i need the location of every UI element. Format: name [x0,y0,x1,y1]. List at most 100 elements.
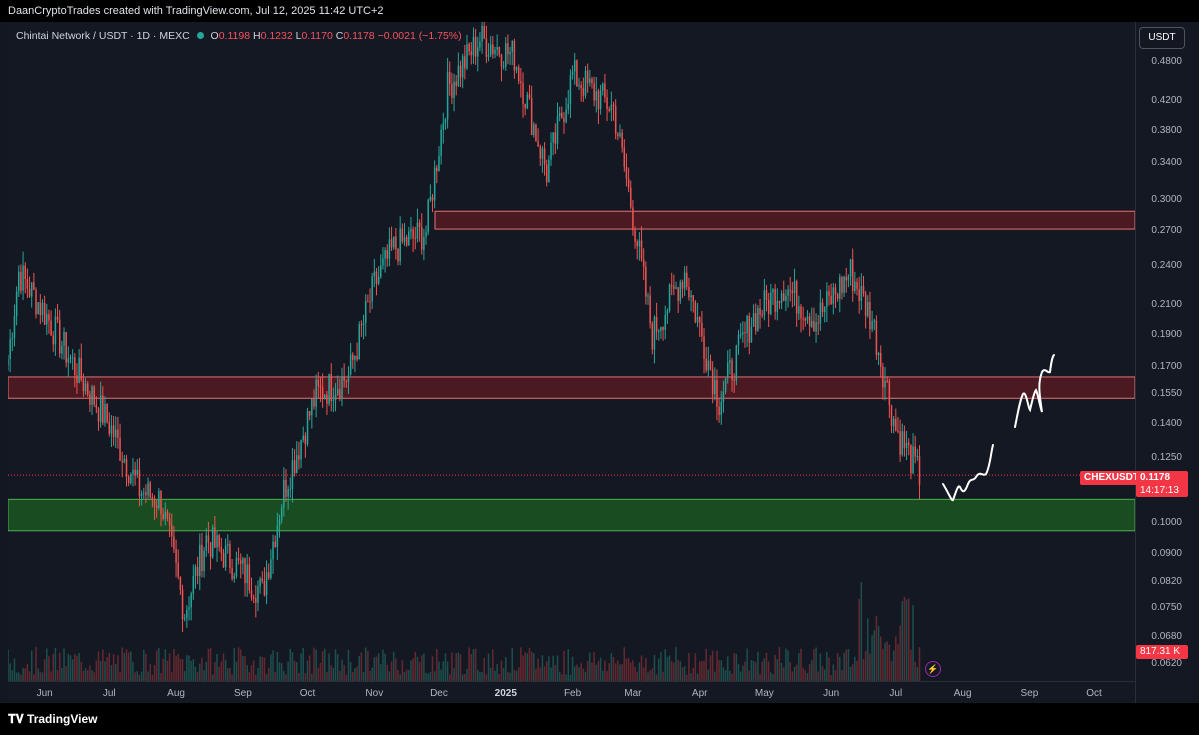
volume-bar [26,663,29,681]
candle-body [459,65,462,78]
volume-bar [373,657,376,681]
volume-bar [714,671,716,681]
price-axis[interactable]: 0.4800 0.4200 0.3800 0.3400 0.3000 0.2700 0.24… [1135,22,1192,703]
volume-bar [530,651,533,681]
candle-body [291,460,294,490]
candle-body [311,398,313,416]
volume-bar [190,660,192,681]
volume-bar [515,670,518,681]
volume-bar [289,648,292,681]
candle-body [173,536,175,549]
candle-body [897,430,899,432]
volume-bar [332,667,335,681]
volume-bar [752,661,755,681]
volume-bar [877,626,880,681]
candle-body [390,239,393,248]
candle-body [783,293,785,301]
volume-bar [50,671,52,681]
candle-body [858,289,860,301]
volume-bar [630,662,632,681]
time-tick-label: Oct [299,688,316,699]
volume-bar [614,663,617,681]
candle-body [800,306,802,319]
candle-body [302,435,304,440]
candle-body [440,129,442,156]
volume-bar [487,653,490,681]
volume-bar [601,670,604,681]
candle-body [895,418,897,431]
candle-body [612,104,615,107]
volume-bar [520,647,522,681]
volume-bar [384,653,386,681]
candle-body [681,281,684,289]
candle-body [742,332,744,335]
candle-body [145,492,147,496]
volume-bar [317,667,320,681]
volume-bar [39,671,42,681]
volume-bar [183,671,186,681]
volume-bar [567,648,570,681]
volume-bar [716,650,718,681]
candle-body [263,580,266,596]
volume-bar [43,659,46,681]
candle-body [864,293,867,316]
candle-body [533,124,535,136]
overlay-layer [8,354,1135,502]
candle-body [242,558,244,564]
candle-body [386,250,389,259]
volume-bar [265,674,268,681]
volume-bar [479,671,481,681]
candle-body [823,307,826,313]
candle-body [464,56,466,69]
lightning-icon[interactable]: ⚡ [925,661,941,677]
volume-bar [33,674,35,681]
candle-body [63,331,65,346]
volume-bar [845,649,848,681]
volume-bar [56,670,59,681]
candle-body [175,548,177,563]
volume-bar [696,673,699,681]
volume-bar [610,653,613,681]
volume-bar [558,671,561,681]
volume-bar [395,658,397,681]
current-price-value: 0.1178 [1140,472,1171,483]
candle-body [8,359,9,366]
time-axis[interactable]: Jun Jul Aug Sep Oct Nov Dec 2025 Feb Mar Apr May Jun… [8,681,1135,704]
candle-body [418,222,421,227]
volume-bar [339,670,341,681]
candle-body [916,456,919,458]
candle-body [530,98,533,136]
candle-body [252,597,255,599]
volume-bar [707,669,710,681]
volume-bar [300,653,302,681]
volume-bar [748,670,751,681]
candle-body [483,25,485,39]
price-tick-label: 0.2700 [1151,225,1182,237]
resistance-zone [434,210,1135,230]
volume-bar [11,670,14,681]
volume-bar [724,670,727,681]
candle-body [653,317,656,350]
candle-body [130,474,132,483]
resistance-zone [8,376,1135,399]
volume-bar [442,661,445,681]
price-chart[interactable] [8,22,1135,681]
symbol-label[interactable]: Chintai Network / USDT · 1D · MEXC [16,30,190,42]
volume-bar [227,668,229,681]
volume-bar [653,655,656,681]
volume-bar [334,649,337,681]
tradingview-brand[interactable]: 𝐓𝐕 TradingView [8,712,98,727]
candle-body [429,196,432,201]
volume-bar [591,662,593,681]
volume-bar [524,652,526,681]
volume-bar [248,672,251,681]
currency-button[interactable]: USDT [1139,27,1185,49]
volume-bar [71,659,74,681]
candle-body [423,237,425,250]
volume-bar [899,625,901,681]
volume-bar [54,647,57,681]
candle-body [276,525,279,547]
candle-body [806,316,809,321]
volume-bar [293,660,296,681]
candle-body [789,289,791,291]
